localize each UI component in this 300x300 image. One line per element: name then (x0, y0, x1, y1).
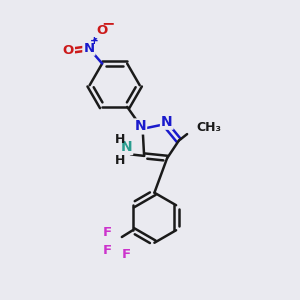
Text: O: O (63, 44, 74, 57)
Text: O: O (96, 24, 107, 37)
Text: +: + (90, 36, 99, 46)
Text: N: N (83, 42, 94, 55)
Text: N: N (161, 115, 172, 129)
Text: −: − (102, 16, 115, 31)
Text: N: N (134, 119, 146, 134)
Text: N: N (121, 140, 132, 154)
Text: CH₃: CH₃ (196, 121, 221, 134)
Text: H: H (115, 154, 125, 167)
Text: F: F (103, 244, 112, 257)
Text: F: F (122, 248, 130, 261)
Text: H: H (115, 133, 125, 146)
Text: F: F (103, 226, 112, 238)
